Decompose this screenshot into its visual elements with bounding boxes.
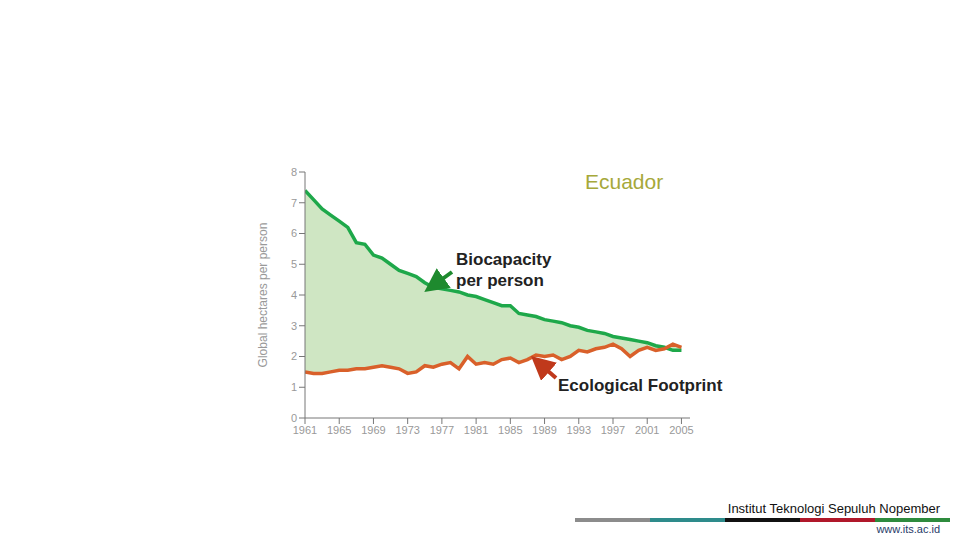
svg-text:1985: 1985 xyxy=(498,424,522,436)
svg-text:Global hectares per person: Global hectares per person xyxy=(256,223,270,368)
svg-text:4: 4 xyxy=(291,289,297,301)
svg-text:1961: 1961 xyxy=(293,424,317,436)
html-text:Ecuador: Ecuador xyxy=(585,170,664,193)
html-text:Biocapacity per person: Biocapacity per person xyxy=(456,250,552,290)
svg-text:1977: 1977 xyxy=(430,424,454,436)
svg-text:1: 1 xyxy=(291,381,297,393)
svg-text:0: 0 xyxy=(291,412,297,424)
svg-text:1969: 1969 xyxy=(361,424,385,436)
svg-text:1965: 1965 xyxy=(327,424,351,436)
svg-text:2001: 2001 xyxy=(635,424,659,436)
svg-text:3: 3 xyxy=(291,320,297,332)
html-text:Ecological Footprint: Ecological Footprint xyxy=(558,376,723,395)
html-text:Institut Teknologi Sepuluh Nop: Institut Teknologi Sepuluh Nopember xyxy=(727,501,940,516)
svg-text:1993: 1993 xyxy=(567,424,591,436)
svg-text:6: 6 xyxy=(291,227,297,239)
svg-text:1989: 1989 xyxy=(532,424,556,436)
svg-text:1997: 1997 xyxy=(601,424,625,436)
html-text:www.its.ac.id: www.its.ac.id xyxy=(876,523,940,535)
svg-text:2: 2 xyxy=(291,350,297,362)
svg-text:8: 8 xyxy=(291,166,297,178)
svg-text:1973: 1973 xyxy=(395,424,419,436)
svg-text:7: 7 xyxy=(291,197,297,209)
svg-text:2005: 2005 xyxy=(669,424,693,436)
svg-text:5: 5 xyxy=(291,258,297,270)
svg-text:1981: 1981 xyxy=(464,424,488,436)
